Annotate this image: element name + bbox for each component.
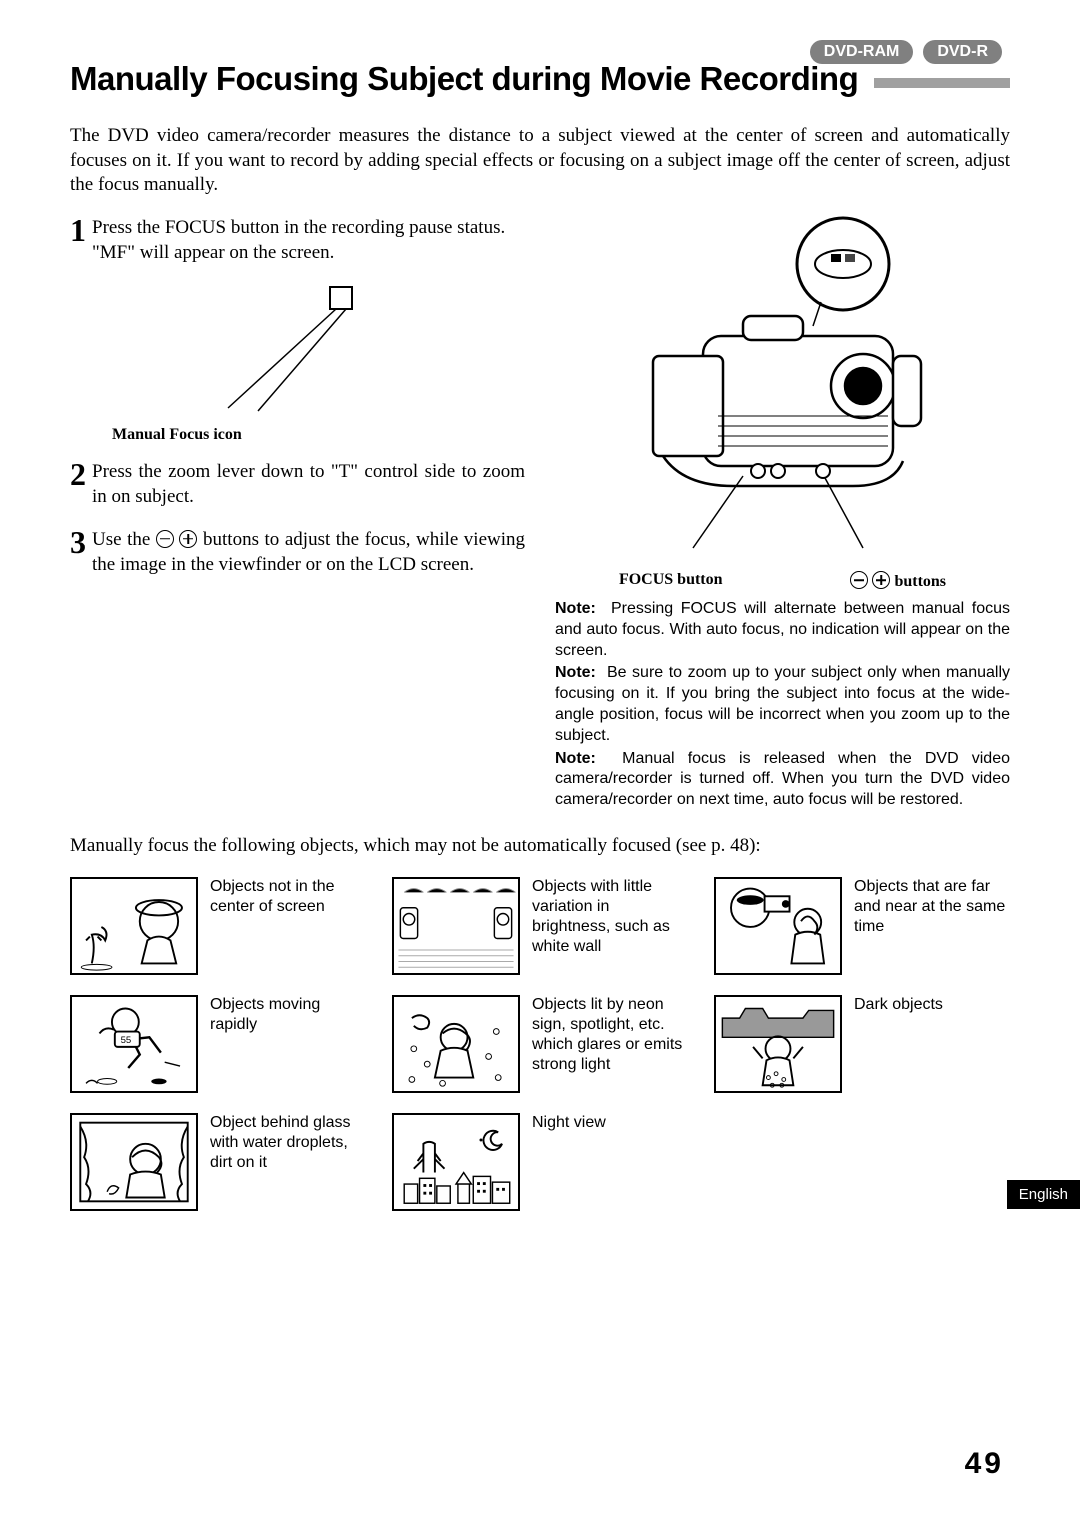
examples-grid: Objects not in the center of screen [70,877,1010,1211]
thumb-glass [70,1113,198,1211]
right-column: FOCUS button buttons Note: Pressing FOCU… [555,216,1010,813]
cell-text: Object behind glass with water droplets,… [210,1113,366,1173]
step-number: 1 [70,216,92,265]
cell-text: Objects lit by neon sign, spotlight, etc… [532,995,688,1075]
step-3-before: Use the [92,529,156,550]
note-label: Note: [555,664,596,681]
language-tab: English [1007,1180,1080,1209]
thumb-moving: 55 [70,995,198,1093]
cell-text: Night view [532,1113,606,1133]
step-2: 2 Press the zoom lever down to "T" contr… [70,460,525,509]
cell-dark: Dark objects [714,995,1010,1093]
cell-night: Night view [392,1113,688,1211]
plus-icon [179,530,197,548]
step-text: Press the FOCUS button in the recording … [92,216,505,265]
step-3: 3 Use the buttons to adjust the focus, w… [70,528,525,577]
note-label: Note: [555,600,596,617]
cell-text: Objects with little variation in brightn… [532,877,688,957]
thumb-white-wall [392,877,520,975]
minus-icon [850,571,868,589]
cell-text: Objects moving rapidly [210,995,366,1035]
note-text: Be sure to zoom up to your subject only … [555,664,1010,743]
minus-icon [156,530,174,548]
note-2: Note: Be sure to zoom up to your subject… [555,663,1010,746]
step-text: Use the buttons to adjust the focus, whi… [92,528,525,577]
step-number: 2 [70,460,92,509]
mf-caption: Manual Focus icon [112,426,525,444]
page-number: 49 [965,1447,1004,1481]
intro-paragraph: The DVD video camera/recorder measures t… [70,124,1010,198]
plus-icon [872,571,890,589]
note-text: Pressing FOCUS will alternate between ma… [555,600,1010,659]
notes-block: Note: Pressing FOCUS will alternate betw… [555,599,1010,811]
focus-button-label: FOCUS button [619,571,723,591]
mf-icon-diagram [70,283,525,418]
step-1: 1 Press the FOCUS button in the recordin… [70,216,525,265]
cell-neon: Objects lit by neon sign, spotlight, etc… [392,995,688,1093]
cell-far-near: Objects that are far and near at the sam… [714,877,1010,975]
two-column-layout: 1 Press the FOCUS button in the recordin… [70,216,1010,813]
title-row: Manually Focusing Subject during Movie R… [70,60,1010,98]
thumb-night [392,1113,520,1211]
cell-text: Dark objects [854,995,943,1015]
note-text: Manual focus is released when the DVD vi… [555,750,1010,809]
camera-labels: FOCUS button buttons [555,571,1010,591]
thumb-dark [714,995,842,1093]
cell-white-wall: Objects with little variation in brightn… [392,877,688,975]
thumb-off-center [70,877,198,975]
step-text: Press the zoom lever down to "T" control… [92,460,525,509]
cell-glass: Object behind glass with water droplets,… [70,1113,366,1211]
note-label: Note: [555,750,596,767]
thumb-far-near [714,877,842,975]
title-bar-decoration [874,78,1010,88]
left-column: 1 Press the FOCUS button in the recordin… [70,216,525,813]
camera-illustration [555,216,1010,561]
plus-minus-buttons-label: buttons [850,571,946,591]
cell-text: Objects that are far and near at the sam… [854,877,1010,937]
cell-moving: 55 Objects moving rapidly [70,995,366,1093]
thumb-neon [392,995,520,1093]
manual-focus-line: Manually focus the following objects, wh… [70,835,1010,857]
note-3: Note: Manual focus is released when the … [555,749,1010,811]
badge-dvd-r: DVD-R [923,40,1002,64]
step-number: 3 [70,528,92,577]
cell-off-center: Objects not in the center of screen [70,877,366,975]
cell-text: Objects not in the center of screen [210,877,366,917]
page-title: Manually Focusing Subject during Movie R… [70,60,858,98]
svg-text:55: 55 [121,1035,132,1046]
note-1: Note: Pressing FOCUS will alternate betw… [555,599,1010,661]
